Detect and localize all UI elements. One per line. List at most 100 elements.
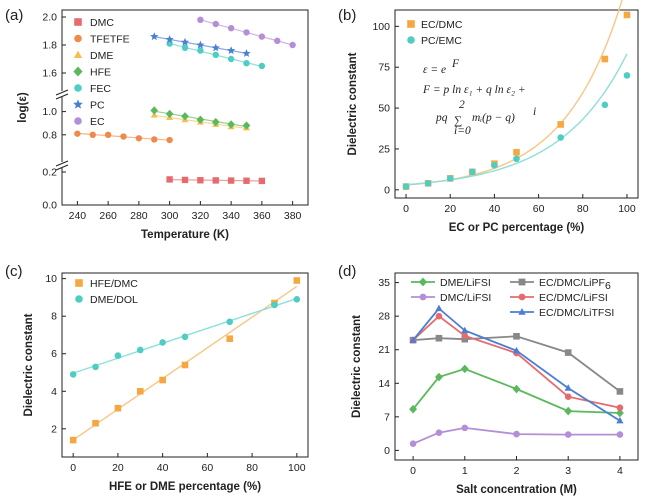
- series-dme-dol: [69, 295, 301, 378]
- data-point: [289, 41, 296, 49]
- x-tick-label: 20: [112, 462, 124, 474]
- data-point: [564, 431, 572, 438]
- data-point: [89, 131, 96, 138]
- equation-line-3-prefix: pq: [435, 112, 448, 124]
- legend-marker: [419, 293, 427, 301]
- data-point: [616, 388, 624, 395]
- x-tick-label: 380: [284, 210, 302, 222]
- sum-lower-limit: i=0: [454, 125, 471, 137]
- legend: DME/LiFSI DMC/LiFSI EC/DMC/LiPF 6EC/DMC/LiF…: [411, 277, 614, 319]
- sum-upper-limit: 2: [459, 99, 465, 111]
- data-point: [512, 384, 521, 394]
- legend-marker: [518, 278, 526, 286]
- data-point: [424, 179, 432, 187]
- series-line: [413, 335, 621, 393]
- legend-marker: [73, 50, 83, 59]
- legend-label: PC: [90, 100, 105, 112]
- y-tick-label: 0: [384, 445, 390, 457]
- x-tick-label: 340: [222, 210, 240, 222]
- legend-marker: [418, 277, 428, 287]
- data-point: [104, 131, 112, 138]
- data-point: [212, 20, 219, 28]
- legend-label: EC/DMC: [421, 19, 463, 31]
- x-tick-label: 3: [565, 465, 571, 477]
- y-tick-label: 0.8: [42, 129, 57, 141]
- data-point: [258, 62, 266, 70]
- axis-break-mark: [55, 93, 69, 100]
- data-point: [212, 177, 219, 184]
- data-point: [136, 346, 144, 354]
- data-point: [564, 349, 572, 356]
- x-tick-label: 20: [444, 203, 456, 215]
- legend-label: DMC: [90, 17, 114, 29]
- legend-marker: [407, 20, 415, 28]
- data-point: [242, 121, 251, 130]
- axis-break-mark: [55, 164, 69, 171]
- data-point: [435, 334, 443, 342]
- data-point: [69, 371, 77, 378]
- data-point: [114, 352, 122, 359]
- data-point: [181, 44, 189, 51]
- x-tick-label: 80: [577, 203, 589, 215]
- panel-label: (d): [338, 263, 356, 280]
- x-axis-title: EC or PC percentage (%): [449, 222, 585, 234]
- axis-break-gap: [56, 91, 68, 97]
- data-point: [114, 404, 122, 412]
- data-point: [150, 32, 159, 41]
- data-point: [159, 376, 166, 384]
- legend-label: EC/DMC/LiFSI: [539, 292, 608, 304]
- data-point: [227, 120, 235, 129]
- x-axis-title: Salt concentration (M): [456, 484, 577, 496]
- data-point: [461, 335, 469, 343]
- data-point: [227, 46, 236, 55]
- series-dmc-lifsi: [409, 424, 624, 447]
- legend: HFE/DMC DME/DOL: [75, 278, 138, 306]
- equation-line-2: F = p ln ε₁ + q ln ε₂ +: [422, 84, 526, 96]
- legend-marker: [75, 295, 83, 303]
- series-hfe: [150, 106, 251, 130]
- legend-marker: [73, 66, 83, 77]
- data-point: [150, 106, 159, 115]
- fit-curve: [405, 53, 628, 186]
- data-point: [435, 304, 443, 312]
- data-point: [181, 361, 189, 369]
- legend-marker: [74, 84, 82, 92]
- x-axis-title: HFE or DME percentage (%): [109, 481, 261, 493]
- data-point: [226, 335, 234, 343]
- x-tick-label: 80: [246, 462, 258, 474]
- data-point: [92, 363, 99, 371]
- data-point: [402, 183, 410, 190]
- y-tick-label: 1.6: [42, 68, 57, 80]
- legend-marker: [518, 293, 526, 301]
- y-tick-label: 6: [51, 348, 57, 360]
- y-tick-label: 4: [51, 386, 57, 398]
- series-ec: [197, 16, 296, 49]
- data-point: [616, 404, 624, 412]
- y-tick-label: 100: [372, 21, 390, 33]
- data-point: [258, 33, 266, 40]
- data-point: [120, 133, 127, 140]
- y-tick-label: 75: [378, 62, 390, 74]
- legend-marker: [518, 308, 526, 315]
- data-point: [564, 393, 572, 401]
- data-point: [461, 332, 469, 340]
- data-point: [461, 424, 469, 432]
- data-point: [623, 11, 631, 19]
- data-point: [616, 416, 624, 424]
- series-tfetfe: [74, 130, 173, 144]
- x-tick-label: 300: [161, 210, 179, 222]
- data-point: [435, 312, 443, 320]
- x-tick-label: 0: [403, 203, 409, 215]
- data-point: [227, 177, 235, 184]
- series-line: [412, 426, 620, 445]
- data-point: [180, 37, 190, 46]
- legend-label: HFE/DMC: [90, 278, 138, 290]
- data-point: [409, 440, 417, 447]
- x-tick-label: 4: [617, 465, 623, 477]
- series-line: [412, 367, 620, 414]
- data-point: [243, 60, 250, 67]
- x-tick-label: 0: [70, 462, 76, 474]
- legend-marker: [74, 117, 82, 125]
- series-pc: [150, 32, 251, 57]
